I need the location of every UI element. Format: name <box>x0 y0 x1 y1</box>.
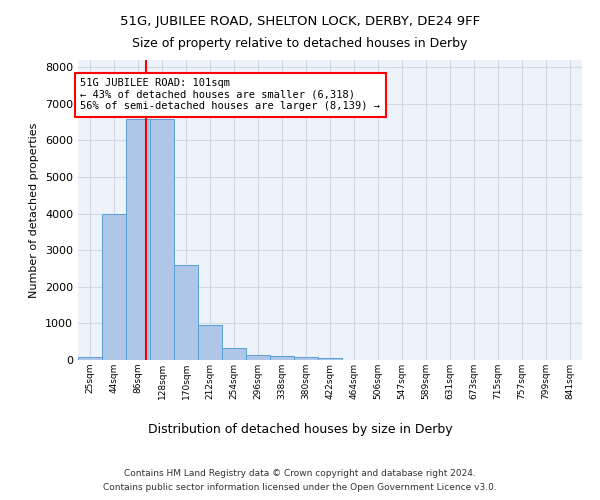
Bar <box>126 118 150 360</box>
Text: Contains public sector information licensed under the Open Government Licence v3: Contains public sector information licen… <box>103 484 497 492</box>
Text: 51G, JUBILEE ROAD, SHELTON LOCK, DERBY, DE24 9FF: 51G, JUBILEE ROAD, SHELTON LOCK, DERBY, … <box>120 15 480 28</box>
Bar <box>246 354 270 360</box>
Text: 51G JUBILEE ROAD: 101sqm
← 43% of detached houses are smaller (6,318)
56% of sem: 51G JUBILEE ROAD: 101sqm ← 43% of detach… <box>80 78 380 112</box>
Text: Size of property relative to detached houses in Derby: Size of property relative to detached ho… <box>133 38 467 51</box>
Bar <box>318 358 342 360</box>
Bar <box>270 356 294 360</box>
Bar <box>294 358 318 360</box>
Bar <box>222 348 246 360</box>
Text: Distribution of detached houses by size in Derby: Distribution of detached houses by size … <box>148 422 452 436</box>
Bar <box>198 325 222 360</box>
Y-axis label: Number of detached properties: Number of detached properties <box>29 122 40 298</box>
Bar <box>150 118 174 360</box>
Text: Contains HM Land Registry data © Crown copyright and database right 2024.: Contains HM Land Registry data © Crown c… <box>124 468 476 477</box>
Bar <box>102 214 126 360</box>
Bar <box>78 358 102 360</box>
Bar <box>174 265 198 360</box>
